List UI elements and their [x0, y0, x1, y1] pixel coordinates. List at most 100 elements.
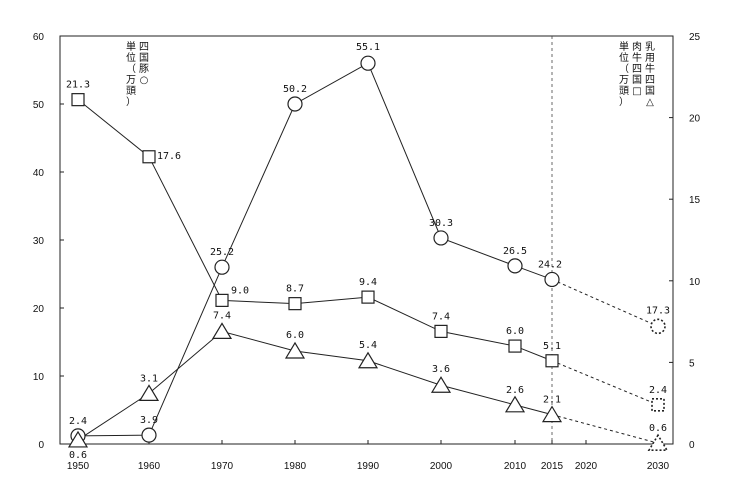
data-label: 0.6: [649, 423, 667, 434]
data-label: 0.6: [69, 450, 87, 461]
circle-marker: [433, 230, 449, 246]
square-marker: [288, 297, 302, 311]
series-square-line: [77, 99, 553, 362]
triangle-marker: [541, 405, 563, 423]
legend-char: 位: [619, 51, 629, 64]
triangle-marker: [430, 376, 452, 393]
data-label: 21.3: [66, 80, 90, 91]
data-label: 7.4: [432, 311, 450, 322]
legend-char: 頭: [126, 85, 136, 97]
circle-marker: [650, 318, 666, 335]
x-tick-label: 2000: [430, 461, 453, 472]
series-square-projection: [551, 360, 659, 406]
left-y-tick-label: 0: [38, 440, 44, 451]
left-y-tick-label: 10: [33, 372, 45, 383]
legend-char: 乳: [645, 40, 655, 53]
square-marker: [545, 354, 559, 368]
series-lines: [77, 62, 659, 444]
x-tick-label: 1950: [67, 461, 90, 472]
data-label: 7.4: [213, 310, 231, 321]
legend-char: △: [646, 97, 654, 108]
legend-char: 四: [139, 42, 149, 53]
square-marker: [142, 150, 156, 164]
square-marker: [215, 293, 229, 307]
series-markers: [67, 55, 669, 451]
circle-marker: [544, 271, 560, 288]
left-y-tick-label: 30: [33, 236, 45, 247]
data-label: 6.0: [506, 326, 524, 337]
left-y-tick-label: 20: [33, 304, 45, 315]
legend-char: 万: [619, 75, 629, 86]
triangle-marker: [284, 341, 306, 359]
legend-column: 単位（万頭）単位（万頭）: [126, 40, 191, 108]
data-label: 9.4: [359, 277, 377, 288]
data-label: 3.6: [432, 364, 450, 375]
series-circle-line: [77, 62, 553, 437]
square-marker: [361, 290, 375, 304]
legend-char: 四: [632, 64, 642, 75]
data-label: 17.6: [157, 151, 181, 162]
legend-char: 豚: [139, 63, 149, 75]
x-tick-label: 1980: [284, 461, 307, 472]
data-label: 30.3: [429, 218, 453, 229]
data-label: 24.2: [538, 259, 562, 270]
data-label: 2.4: [69, 416, 87, 427]
data-label: 3.1: [140, 373, 158, 384]
legend-char: 牛: [645, 62, 655, 75]
legend-annotations: 四国豚○四国豚○単位（万頭）単位（万頭） 乳用牛四国△乳用牛四国△肉牛四国□肉牛四…: [126, 40, 684, 108]
circle-marker: [214, 259, 230, 275]
series-triangle-projection: [551, 414, 659, 444]
legend-char: 国: [645, 85, 655, 97]
legend-column: 四国豚○四国豚○: [139, 42, 149, 86]
right-y-tick-label: 20: [689, 114, 701, 125]
legend-char: 用: [645, 53, 655, 64]
left-y-tick-label: 60: [33, 32, 45, 43]
data-label: 2.4: [649, 385, 667, 396]
left-y-tick-label: 40: [33, 168, 45, 179]
data-label: 50.2: [283, 84, 307, 95]
circle-marker: [360, 55, 376, 71]
x-tick-label: 2030: [647, 461, 670, 472]
legend-char: 頭: [619, 85, 629, 97]
square-marker: [651, 398, 665, 412]
legend-column: 単位（万頭）単位（万頭）: [619, 40, 684, 108]
left-y-tick-label: 50: [33, 100, 45, 111]
data-label: 5.4: [359, 340, 377, 351]
data-label: 25.2: [210, 247, 234, 258]
legend-char: 単: [126, 40, 136, 53]
data-label: 55.1: [356, 42, 380, 53]
legend-char: 万: [126, 75, 136, 86]
data-label: 17.3: [646, 305, 670, 316]
legend-column-text: 単位（万頭）: [624, 40, 684, 53]
legend-char: ）: [619, 96, 629, 108]
legend-char: 肉: [632, 40, 642, 53]
legend-char: （: [619, 63, 629, 75]
right-y-tick-label: 5: [689, 358, 695, 369]
circle-marker: [507, 258, 523, 274]
legend-char: 位: [126, 51, 136, 64]
legend-char: 国: [632, 74, 642, 86]
circle-marker: [141, 427, 157, 443]
square-marker: [508, 339, 522, 353]
legend-char: 牛: [632, 51, 642, 64]
square-marker: [71, 93, 85, 107]
legend-column-text: 単位（万頭）: [131, 40, 191, 53]
right-y-tick-label: 15: [689, 195, 701, 206]
legend-column: 乳用牛四国△乳用牛四国△: [645, 40, 655, 108]
x-tick-label: 2015: [541, 461, 564, 472]
x-tick-label: 1960: [138, 461, 161, 472]
series-triangle-line: [77, 330, 553, 441]
data-label: 5.1: [543, 341, 561, 352]
right-y-tick-label: 10: [689, 277, 701, 288]
data-label: 2.6: [506, 385, 524, 396]
triangle-marker: [647, 433, 669, 451]
data-label: 3.9: [140, 415, 158, 426]
triangle-marker: [67, 430, 89, 448]
right-y-tick-label: 0: [689, 440, 695, 451]
triangle-marker: [357, 351, 379, 369]
legend-char: 四: [645, 75, 655, 86]
data-label: 6.0: [286, 330, 304, 341]
triangle-marker: [211, 322, 233, 339]
